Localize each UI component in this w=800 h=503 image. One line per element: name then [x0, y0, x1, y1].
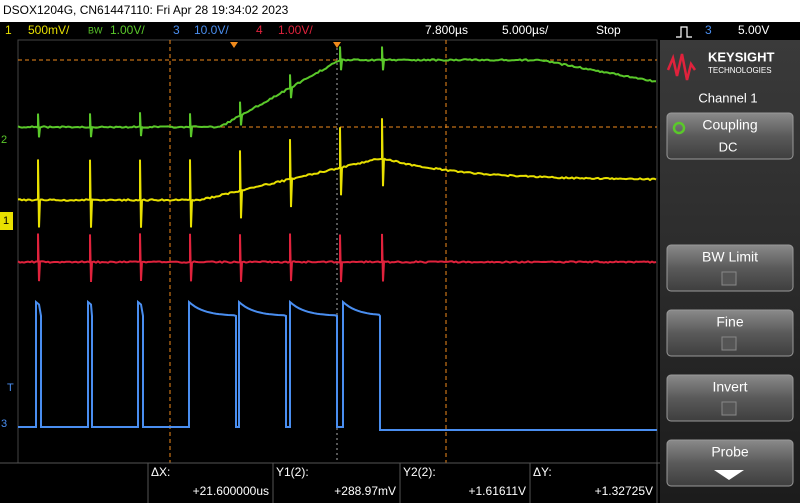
- softkey-label: Invert: [712, 379, 747, 395]
- measurement-value: +1.32725V: [595, 484, 653, 498]
- trigger-source: 3: [705, 23, 712, 37]
- checkbox: [722, 337, 736, 350]
- delay: 7.800µs: [425, 23, 468, 37]
- measurement-label: Y1(2):: [276, 465, 309, 479]
- header-title: DSOX1204G, CN61447110: Fri Apr 28 19:34:…: [3, 3, 289, 17]
- softkey-label: Probe: [711, 444, 749, 460]
- trigger-marker: T: [7, 382, 14, 394]
- trigger-level: 5.00V: [738, 23, 769, 37]
- ch1-number: 1: [5, 23, 12, 37]
- ch2-marker: 2: [1, 134, 7, 146]
- ch3-marker: 3: [1, 418, 7, 430]
- brand-sub: TECHNOLOGIES: [708, 66, 772, 75]
- ch4-scale: 1.00V/: [278, 23, 313, 37]
- menu-title: Channel 1: [698, 90, 757, 105]
- measurement-value: +288.97mV: [334, 484, 396, 498]
- ch4-number: 4: [256, 23, 263, 37]
- softkey-label: Coupling: [702, 117, 757, 133]
- ch3-scale: 10.0V/: [194, 23, 229, 37]
- measurement-label: ΔY:: [533, 465, 552, 479]
- checkbox: [722, 402, 736, 415]
- ch2-label: BW: [88, 25, 103, 35]
- plot-area: 2 1 T 3: [0, 40, 657, 463]
- softkey-label: Fine: [716, 314, 743, 330]
- timebase: 5.000µs/: [502, 23, 549, 37]
- checkbox: [722, 272, 736, 285]
- measurement-value: +1.61611V: [469, 484, 527, 498]
- run-state: Stop: [596, 23, 621, 37]
- measurement-label: Y2(2):: [403, 465, 436, 479]
- softkey-value: DC: [719, 139, 738, 154]
- ch3-number: 3: [173, 23, 180, 37]
- ch2-scale: 1.00V/: [110, 23, 145, 37]
- softkey-label: BW Limit: [702, 249, 758, 265]
- measurement-label: ΔX:: [151, 465, 170, 479]
- ch1-scale: 500mV/: [28, 23, 70, 37]
- measurement-value: +21.600000us: [193, 484, 269, 498]
- ch1-marker: 1: [3, 215, 9, 227]
- brand: KEYSIGHT: [708, 49, 775, 64]
